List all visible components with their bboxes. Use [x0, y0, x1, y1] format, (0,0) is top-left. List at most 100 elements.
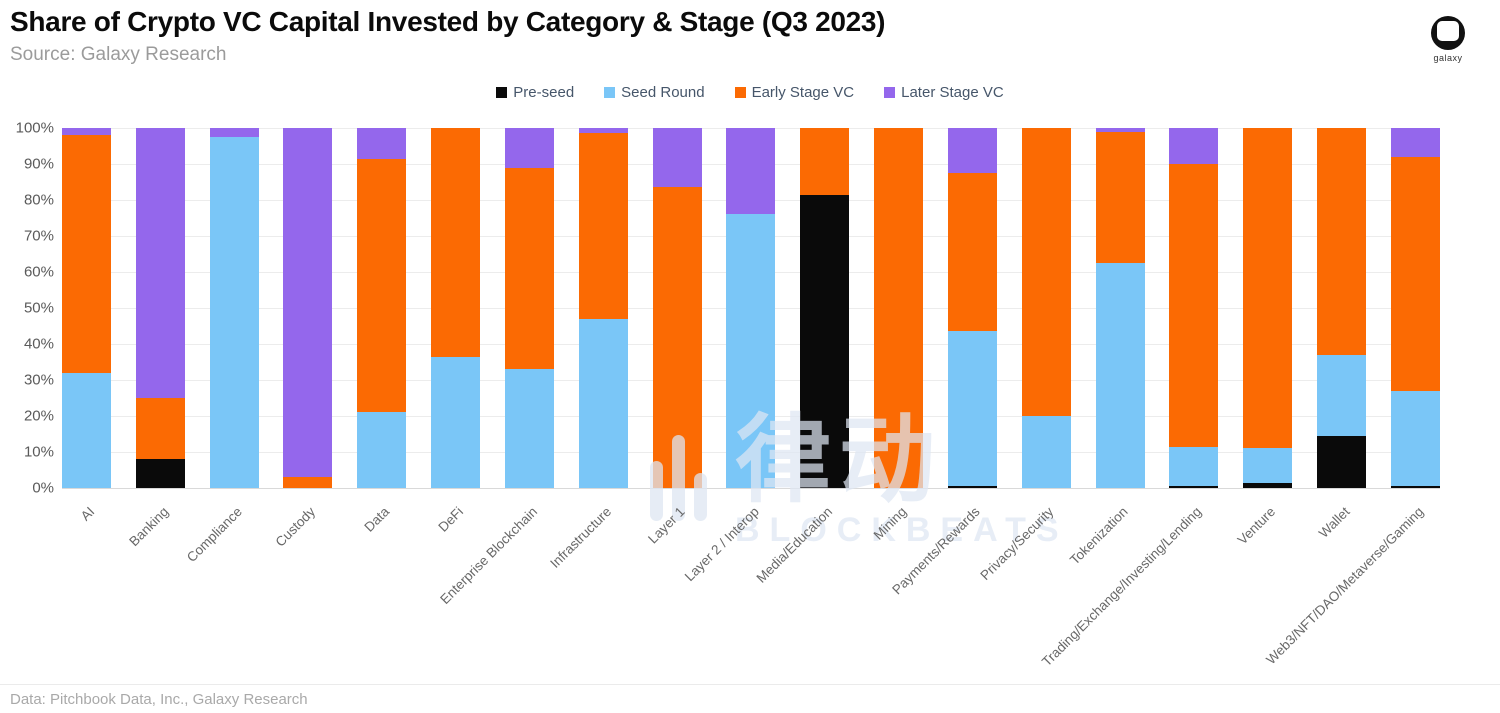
y-tick-50: 50%: [23, 299, 54, 317]
bar-segment-seed-round: [947, 331, 997, 487]
bar-segment-pre-seed: [800, 194, 850, 488]
bar-segment-early-stage-vc: [874, 128, 924, 488]
x-label-defi: DeFi: [435, 504, 467, 535]
bar-banking: [135, 128, 185, 488]
bar-segment-seed-round: [62, 372, 111, 488]
legend-label: Pre-seed: [513, 84, 575, 101]
bar-segment-seed-round: [578, 318, 628, 488]
legend-item-early-stage-vc: Early Stage VC: [734, 84, 855, 101]
bar-segment-early-stage-vc: [652, 187, 702, 488]
bar-segment-later-stage-vc: [135, 128, 185, 399]
bar-ai: [62, 128, 111, 488]
bar-payments-rewards: [947, 128, 997, 488]
bar-segment-seed-round: [1390, 390, 1440, 487]
legend: Pre-seed Seed Round Early Stage VC Later St…: [0, 84, 1500, 101]
x-label-data: Data: [361, 504, 393, 535]
bar-group: [62, 128, 1440, 488]
bar-enterprise-blockchain: [504, 128, 554, 488]
bar-segment-later-stage-vc: [947, 128, 997, 174]
x-label-custody: Custody: [272, 504, 319, 550]
bar-segment-early-stage-vc: [62, 135, 111, 373]
x-label-media-education: Media/Education: [753, 504, 836, 586]
x-label-infrastructure: Infrastructure: [547, 504, 614, 571]
plot-area: 律动 BLOCKBEATS: [62, 128, 1440, 549]
y-tick-40: 40%: [23, 335, 54, 353]
bar-layer-1: [652, 128, 702, 488]
bar-segment-pre-seed: [1390, 486, 1440, 488]
gridline-0: [62, 488, 1440, 489]
x-label-venture: Venture: [1234, 504, 1279, 548]
bar-segment-early-stage-vc: [1095, 131, 1145, 263]
bar-segment-later-stage-vc: [726, 128, 776, 215]
bar-data: [357, 128, 407, 488]
bar-segment-seed-round: [357, 412, 407, 488]
bar-segment-later-stage-vc: [1169, 128, 1219, 165]
galaxy-logo-label: galaxy: [1433, 53, 1463, 63]
bar-privacy-security: [1021, 128, 1071, 488]
bar-segment-early-stage-vc: [431, 128, 481, 357]
bar-segment-seed-round: [1169, 446, 1219, 487]
bar-segment-pre-seed: [1169, 486, 1219, 488]
bar-segment-early-stage-vc: [1021, 128, 1071, 416]
bar-segment-later-stage-vc: [1095, 128, 1145, 132]
legend-item-later-stage-vc: Later Stage VC: [884, 84, 1004, 101]
bar-segment-seed-round: [1021, 416, 1071, 488]
bar-segment-later-stage-vc: [283, 128, 333, 478]
bar-segment-early-stage-vc: [947, 173, 997, 332]
bar-segment-seed-round: [1095, 263, 1145, 488]
legend-swatch-icon: [496, 87, 508, 98]
bar-segment-early-stage-vc: [1243, 128, 1293, 449]
x-label-tokenization: Tokenization: [1067, 504, 1131, 568]
bar-segment-later-stage-vc: [209, 128, 259, 137]
bar-segment-seed-round: [1317, 354, 1367, 436]
page-title: Share of Crypto VC Capital Invested by C…: [10, 6, 886, 37]
bar-media-education: [800, 128, 850, 488]
legend-item-pre-seed: Pre-seed: [496, 84, 574, 101]
y-tick-60: 60%: [23, 263, 54, 281]
x-label-layer-1: Layer 1: [645, 504, 688, 547]
bar-segment-seed-round: [431, 356, 481, 488]
legend-swatch-icon: [604, 87, 616, 98]
bar-segment-early-stage-vc: [504, 167, 554, 370]
bar-segment-early-stage-vc: [357, 158, 407, 413]
bar-segment-seed-round: [504, 369, 554, 488]
x-label-wallet: Wallet: [1315, 504, 1353, 541]
bar-segment-pre-seed: [135, 459, 185, 488]
x-label-compliance: Compliance: [183, 504, 245, 566]
legend-item-seed-round: Seed Round: [604, 84, 705, 101]
legend-swatch-icon: [734, 87, 746, 98]
y-tick-70: 70%: [23, 227, 54, 245]
y-tick-90: 90%: [23, 155, 54, 173]
legend-label: Seed Round: [621, 84, 705, 101]
bar-tokenization: [1095, 128, 1145, 488]
bar-segment-later-stage-vc: [357, 128, 407, 159]
bar-compliance: [209, 128, 259, 488]
bar-segment-pre-seed: [1317, 435, 1367, 488]
bar-segment-later-stage-vc: [62, 128, 111, 136]
x-label-trading-exchange-investing-lending: Trading/Exchange/Investing/Lending: [1039, 504, 1205, 670]
bar-segment-early-stage-vc: [135, 398, 185, 460]
y-tick-80: 80%: [23, 191, 54, 209]
bar-segment-early-stage-vc: [1317, 128, 1367, 355]
bar-wallet: [1317, 128, 1367, 488]
bar-layer-2-interop: [726, 128, 776, 488]
data-credit: Data: Pitchbook Data, Inc., Galaxy Resea…: [10, 691, 308, 708]
y-tick-20: 20%: [23, 407, 54, 425]
bar-defi: [431, 128, 481, 488]
bar-segment-pre-seed: [1243, 482, 1293, 488]
bar-custody: [283, 128, 333, 488]
bar-segment-later-stage-vc: [652, 128, 702, 188]
source-caption: Source: Galaxy Research: [10, 44, 227, 65]
bar-segment-early-stage-vc: [578, 133, 628, 319]
bar-segment-early-stage-vc: [1390, 156, 1440, 391]
bar-web3-nft-dao-metaverse-gaming: [1390, 128, 1440, 488]
x-label-layer-2-interop: Layer 2 / Interop: [681, 504, 762, 585]
bar-infrastructure: [578, 128, 628, 488]
legend-label: Early Stage VC: [751, 84, 855, 101]
bar-segment-later-stage-vc: [1390, 128, 1440, 157]
bar-segment-seed-round: [1243, 448, 1293, 483]
galaxy-logo-icon: [1431, 16, 1465, 50]
bar-segment-later-stage-vc: [504, 128, 554, 168]
x-label-mining: Mining: [870, 504, 910, 543]
